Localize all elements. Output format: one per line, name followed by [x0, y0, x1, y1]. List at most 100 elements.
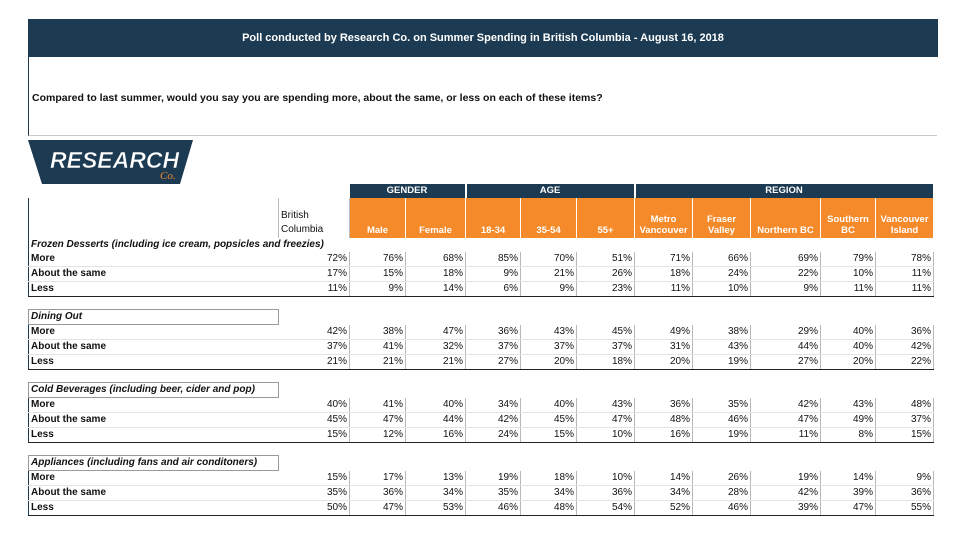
- value-cell: 26%: [576, 266, 635, 282]
- value-cell: 20%: [520, 354, 577, 370]
- value-cell: 42%: [875, 339, 934, 355]
- research-co-logo: RESEARCH Co.: [28, 138, 193, 186]
- value-cell: 39%: [820, 485, 876, 501]
- section-title-row: Appliances (including fans and air condi…: [28, 455, 934, 471]
- row-label: Less: [28, 500, 279, 516]
- column-header: Fraser Valley: [692, 198, 751, 238]
- value-cell: 14%: [634, 470, 693, 486]
- value-cell: 36%: [349, 485, 406, 501]
- section-title: Cold Beverages (including beer, cider an…: [28, 382, 279, 398]
- value-cell: 19%: [750, 470, 821, 486]
- value-cell: 37%: [520, 339, 577, 355]
- value-cell: 47%: [820, 500, 876, 516]
- value-cell: 45%: [576, 324, 635, 340]
- logo-text: RESEARCH: [50, 147, 179, 173]
- value-cell: 11%: [634, 281, 693, 297]
- value-cell: 17%: [278, 266, 350, 282]
- value-cell: 55%: [875, 500, 934, 516]
- column-header: British Columbia: [278, 198, 350, 238]
- value-cell: 40%: [820, 324, 876, 340]
- value-cell: 21%: [349, 354, 406, 370]
- value-cell: 19%: [692, 354, 751, 370]
- value-cell: 46%: [465, 500, 521, 516]
- value-cell: 15%: [520, 427, 577, 443]
- value-cell: 35%: [692, 397, 751, 413]
- value-cell: 9%: [750, 281, 821, 297]
- value-cell: 29%: [750, 324, 821, 340]
- value-cell: 68%: [405, 252, 466, 267]
- table-row: About the same 35% 36% 34% 35% 34% 36% 34% 28% 42…: [28, 485, 934, 501]
- value-cell: 34%: [520, 485, 577, 501]
- value-cell: 69%: [750, 252, 821, 267]
- value-cell: 9%: [520, 281, 577, 297]
- value-cell: 18%: [520, 470, 577, 486]
- value-cell: 21%: [520, 266, 577, 282]
- value-cell: 20%: [634, 354, 693, 370]
- value-cell: 42%: [750, 397, 821, 413]
- value-cell: 10%: [576, 470, 635, 486]
- value-cell: 36%: [576, 485, 635, 501]
- value-cell: 47%: [349, 500, 406, 516]
- value-cell: 9%: [875, 470, 934, 486]
- column-header-row: British Columbia Male Female 18-34 35-54…: [28, 198, 934, 238]
- value-cell: 14%: [820, 470, 876, 486]
- value-cell: 49%: [634, 324, 693, 340]
- row-label: More: [28, 252, 279, 267]
- value-cell: 42%: [750, 485, 821, 501]
- value-cell: 35%: [465, 485, 521, 501]
- value-cell: 43%: [692, 339, 751, 355]
- value-cell: 49%: [820, 412, 876, 428]
- value-cell: 42%: [465, 412, 521, 428]
- column-header: Southern BC: [820, 198, 876, 238]
- table-row: More 40% 41% 40% 34% 40% 43% 36% 35% 42% 43% 48%: [28, 397, 934, 413]
- value-cell: 48%: [875, 397, 934, 413]
- value-cell: 38%: [692, 324, 751, 340]
- value-cell: 76%: [349, 252, 406, 267]
- column-header: 55+: [576, 198, 635, 238]
- value-cell: 27%: [465, 354, 521, 370]
- value-cell: 9%: [349, 281, 406, 297]
- value-cell: 85%: [465, 252, 521, 267]
- value-cell: 52%: [634, 500, 693, 516]
- table-row: Less 11% 9% 14% 6% 9% 23% 11% 10% 9% 11% 11%: [28, 281, 934, 297]
- value-cell: 36%: [875, 324, 934, 340]
- value-cell: 34%: [405, 485, 466, 501]
- value-cell: 15%: [349, 266, 406, 282]
- value-cell: 45%: [520, 412, 577, 428]
- value-cell: 48%: [634, 412, 693, 428]
- value-cell: 50%: [278, 500, 350, 516]
- table-row: Less 50% 47% 53% 46% 48% 54% 52% 46% 39% 47% 55%: [28, 500, 934, 516]
- group-gender: GENDER: [349, 184, 467, 198]
- table-row: About the same 45% 47% 44% 42% 45% 47% 48% 46% 47…: [28, 412, 934, 428]
- value-cell: 15%: [278, 470, 350, 486]
- value-cell: 43%: [520, 324, 577, 340]
- section-title: Appliances (including fans and air condi…: [28, 455, 279, 471]
- table-row: More 15% 17% 13% 19% 18% 10% 14% 26% 19% 14% 9%: [28, 470, 934, 486]
- value-cell: 66%: [692, 252, 751, 267]
- value-cell: 6%: [465, 281, 521, 297]
- column-header: Metro Vancouver: [634, 198, 693, 238]
- value-cell: 53%: [405, 500, 466, 516]
- value-cell: 18%: [576, 354, 635, 370]
- row-label: More: [28, 470, 279, 486]
- group-header-row: GENDER AGE REGION: [28, 184, 935, 198]
- value-cell: 20%: [820, 354, 876, 370]
- value-cell: 26%: [692, 470, 751, 486]
- value-cell: 11%: [820, 281, 876, 297]
- value-cell: 18%: [405, 266, 466, 282]
- value-cell: 11%: [278, 281, 350, 297]
- value-cell: 18%: [634, 266, 693, 282]
- section-title: Frozen Desserts (including ice cream, po…: [28, 238, 934, 252]
- value-cell: 47%: [576, 412, 635, 428]
- value-cell: 45%: [278, 412, 350, 428]
- results-table: GENDER AGE REGION British Columbia Male …: [28, 184, 935, 516]
- value-cell: 79%: [820, 252, 876, 267]
- value-cell: 40%: [278, 397, 350, 413]
- value-cell: 19%: [465, 470, 521, 486]
- question-text: Compared to last summer, would you say y…: [32, 92, 603, 104]
- table-row: More 72% 76% 68% 85% 70% 51% 71% 66% 69% 79% 78%: [28, 252, 934, 267]
- value-cell: 44%: [405, 412, 466, 428]
- group-age: AGE: [465, 184, 636, 198]
- value-cell: 11%: [750, 427, 821, 443]
- column-header: Female: [405, 198, 466, 238]
